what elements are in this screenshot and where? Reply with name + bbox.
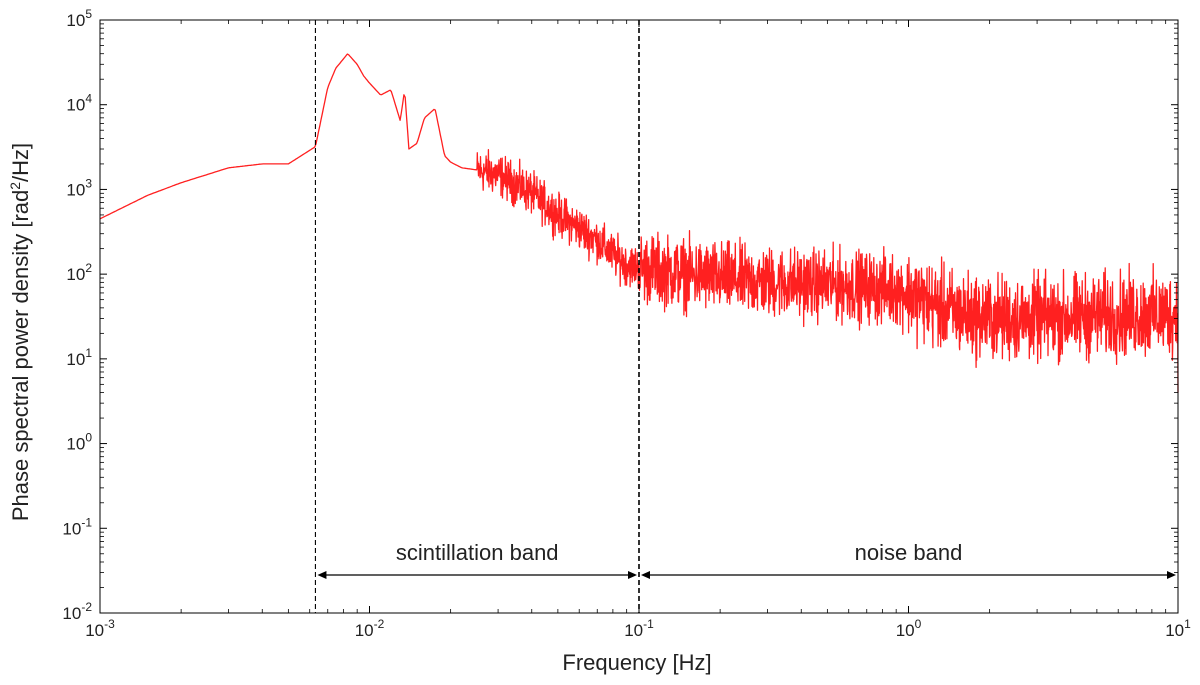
y-tick-label: 10-1 [62, 515, 92, 538]
band-label: scintillation band [396, 540, 559, 565]
y-tick-label: 104 [66, 92, 92, 115]
y-axis-label-main: Phase spectral power density [rad [8, 190, 33, 521]
arrow-head-left [317, 571, 327, 579]
y-tick-label: 103 [66, 176, 92, 199]
arrow-head-right [1167, 571, 1176, 579]
x-tick-label: 101 [1165, 617, 1191, 640]
y-tick-label: 100 [66, 431, 92, 454]
y-tick-label: 105 [66, 7, 92, 30]
arrow-head-right [628, 571, 637, 579]
psd-curve-layer [99, 53, 1179, 393]
band-label: noise band [855, 540, 963, 565]
y-axis-label-sup: 2 [7, 182, 23, 190]
y-tick-label: 10-2 [62, 600, 92, 623]
x-tick-label: 10-3 [85, 617, 115, 640]
y-axis-label-tail: /Hz] [8, 143, 33, 182]
y-axis-label: Phase spectral power density [rad2/Hz] [7, 143, 33, 521]
y-tick-label: 102 [66, 261, 92, 284]
x-tick-label: 10-2 [355, 617, 385, 640]
x-tick-label: 10-1 [624, 617, 654, 640]
psd-series-line [99, 53, 1179, 393]
arrow-head-left [641, 571, 650, 579]
x-axis-label: Frequency [Hz] [562, 650, 711, 675]
y-tick-label: 101 [66, 346, 92, 369]
x-tick-label: 100 [896, 617, 922, 640]
